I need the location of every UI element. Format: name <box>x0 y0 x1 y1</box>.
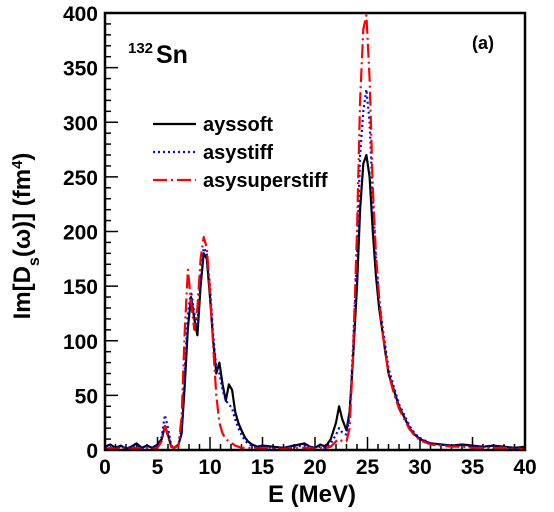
y-tick-label: 100 <box>63 331 98 354</box>
x-tick-label: 40 <box>513 456 536 479</box>
y-axis-label-mid: (ω)] (fm <box>9 169 36 257</box>
legend: ayssoft asystiff asysuperstiff <box>153 114 328 192</box>
x-tick-label: 30 <box>408 456 431 479</box>
x-axis-label: E (MeV) <box>268 481 356 508</box>
y-tick-label: 350 <box>63 58 98 81</box>
series-asystiff <box>104 88 525 450</box>
nucleus-symbol: Sn <box>156 41 188 69</box>
legend-label-ayssoft: ayssoft <box>203 114 273 136</box>
y-axis-label-sup: 4 <box>9 160 26 169</box>
nucleus-mass-number: 132 <box>128 40 153 57</box>
x-tick-label: 10 <box>198 456 221 479</box>
x-tick-labels: 0 5 10 15 20 25 30 35 40 <box>99 456 537 479</box>
nucleus-label: 132 Sn <box>128 40 188 69</box>
y-axis-label-suffix: ) <box>9 153 36 161</box>
x-tick-label: 25 <box>356 456 380 479</box>
series-layer <box>104 14 526 450</box>
legend-label-asysuperstiff: asysuperstiff <box>203 170 328 192</box>
series-ayssoft <box>104 153 526 450</box>
panel-label: (a) <box>472 33 494 53</box>
x-tick-label: 5 <box>152 456 164 479</box>
y-axis-label-sub: s <box>26 257 43 266</box>
series-asysuperstiff <box>104 14 525 450</box>
x-tick-label: 0 <box>99 456 111 479</box>
y-tick-label: 300 <box>63 112 98 135</box>
y-tick-labels: 0 50 100 150 200 250 300 350 400 <box>63 3 98 463</box>
y-tick-label: 50 <box>75 385 98 408</box>
y-tick-label: 400 <box>63 3 98 26</box>
y-axis-label-prefix: Im[D <box>9 266 36 319</box>
y-axis-label: Im[Ds(ω)] (fm4) <box>9 153 43 320</box>
y-tick-label: 250 <box>63 167 98 190</box>
x-tick-label: 35 <box>461 456 485 479</box>
x-tick-label: 15 <box>251 456 275 479</box>
plot-frame <box>103 11 527 452</box>
legend-label-asystiff: asystiff <box>203 142 273 164</box>
y-tick-label: 150 <box>63 276 98 299</box>
y-tick-label: 200 <box>63 222 98 245</box>
x-tick-label: 20 <box>303 456 326 479</box>
y-tick-label: 0 <box>86 440 98 463</box>
axes <box>104 12 526 451</box>
